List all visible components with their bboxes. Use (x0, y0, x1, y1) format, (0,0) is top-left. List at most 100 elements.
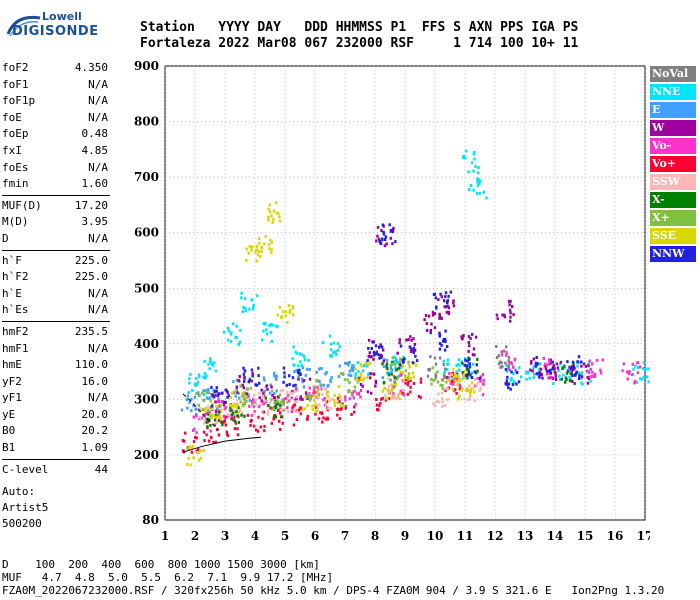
echo-point (395, 378, 398, 382)
echo-point (635, 380, 638, 384)
echo-point (235, 403, 238, 406)
x-tick-label: 7 (341, 529, 349, 543)
echo-point (258, 391, 261, 395)
echo-point (393, 385, 396, 389)
echo-point (207, 409, 210, 413)
echo-point (507, 366, 510, 370)
echo-point (359, 378, 362, 382)
echo-point (447, 310, 450, 314)
trace-line (182, 436, 262, 453)
echo-point (434, 372, 437, 376)
echo-point (236, 427, 239, 431)
echo-point (207, 388, 210, 391)
echo-point (413, 361, 416, 365)
echo-point (306, 396, 309, 400)
echo-point (472, 188, 475, 192)
echo-point (264, 396, 267, 400)
echo-point (394, 376, 397, 380)
echo-point (476, 381, 479, 385)
echo-point (317, 392, 321, 396)
echo-point (402, 360, 405, 364)
echo-point (461, 387, 464, 391)
echo-point (211, 363, 215, 367)
echo-point (326, 407, 330, 410)
echo-point (267, 207, 270, 211)
echo-point (467, 335, 471, 339)
echo-point (258, 396, 261, 400)
echo-point (462, 373, 465, 377)
echo-point (505, 369, 509, 373)
echo-point (247, 395, 250, 399)
echo-point (317, 395, 320, 399)
echo-point (508, 303, 511, 307)
parameter-value: N/A (88, 391, 108, 405)
echo-point (290, 396, 293, 400)
echo-point (400, 364, 403, 368)
parameter-divider (2, 320, 110, 322)
autoscaling-info: Auto: Artist5 500200 (2, 484, 48, 532)
legend-item: Vo+ (650, 156, 696, 172)
echo-point (212, 388, 215, 392)
echo-point (391, 356, 394, 360)
parameter-divider (2, 458, 110, 460)
echo-point (208, 410, 211, 414)
echo-point (188, 377, 191, 381)
echo-point (292, 345, 295, 349)
echo-point (447, 378, 451, 382)
parameter-name: foEp (2, 127, 29, 141)
legend-item: NNE (650, 84, 696, 100)
echo-point (401, 392, 404, 396)
echo-point (443, 375, 447, 379)
echo-point (441, 397, 444, 401)
echo-point (386, 358, 389, 362)
echo-point (465, 149, 468, 153)
parameter-value: 1.09 (81, 441, 109, 455)
parameter-row: foE N/A (2, 110, 108, 127)
echo-point (406, 383, 410, 387)
echo-point (512, 313, 515, 317)
echo-point (353, 405, 356, 409)
echo-point (339, 395, 342, 399)
echo-point (224, 415, 228, 419)
echo-point (275, 211, 279, 215)
echo-point (473, 399, 476, 403)
echo-point (509, 299, 512, 303)
echo-point (572, 368, 575, 372)
echo-point (382, 348, 385, 352)
echo-point (464, 156, 467, 160)
echo-point (433, 404, 437, 408)
echo-point (257, 237, 261, 241)
echo-point (389, 228, 393, 232)
echo-point (568, 379, 572, 383)
parameter-name: M(D) (2, 215, 29, 229)
parameter-value: 225.0 (74, 253, 108, 267)
echo-point (295, 399, 298, 403)
echo-point (381, 396, 384, 400)
echo-point (255, 259, 258, 263)
echo-point (251, 371, 254, 375)
echo-point (249, 386, 253, 390)
echo-point (412, 375, 415, 379)
echo-point (210, 385, 213, 389)
echo-point (321, 420, 324, 424)
echo-point (278, 393, 282, 397)
echo-point (294, 369, 298, 373)
echo-point (601, 358, 604, 362)
echo-point (263, 424, 266, 428)
x-tick-label: 1 (161, 529, 169, 543)
echo-point (499, 365, 502, 369)
echo-point (347, 363, 350, 367)
echo-point (485, 196, 488, 200)
echo-point (326, 393, 329, 397)
echo-point (321, 393, 324, 397)
echo-point (564, 380, 567, 384)
echo-point (434, 362, 438, 366)
echo-point (387, 377, 390, 381)
echo-point (334, 350, 337, 354)
echo-point (286, 390, 289, 394)
echo-point (330, 397, 334, 401)
echo-point (257, 405, 261, 409)
echo-point (296, 368, 299, 372)
echo-point (501, 365, 504, 368)
echo-point (246, 413, 250, 417)
